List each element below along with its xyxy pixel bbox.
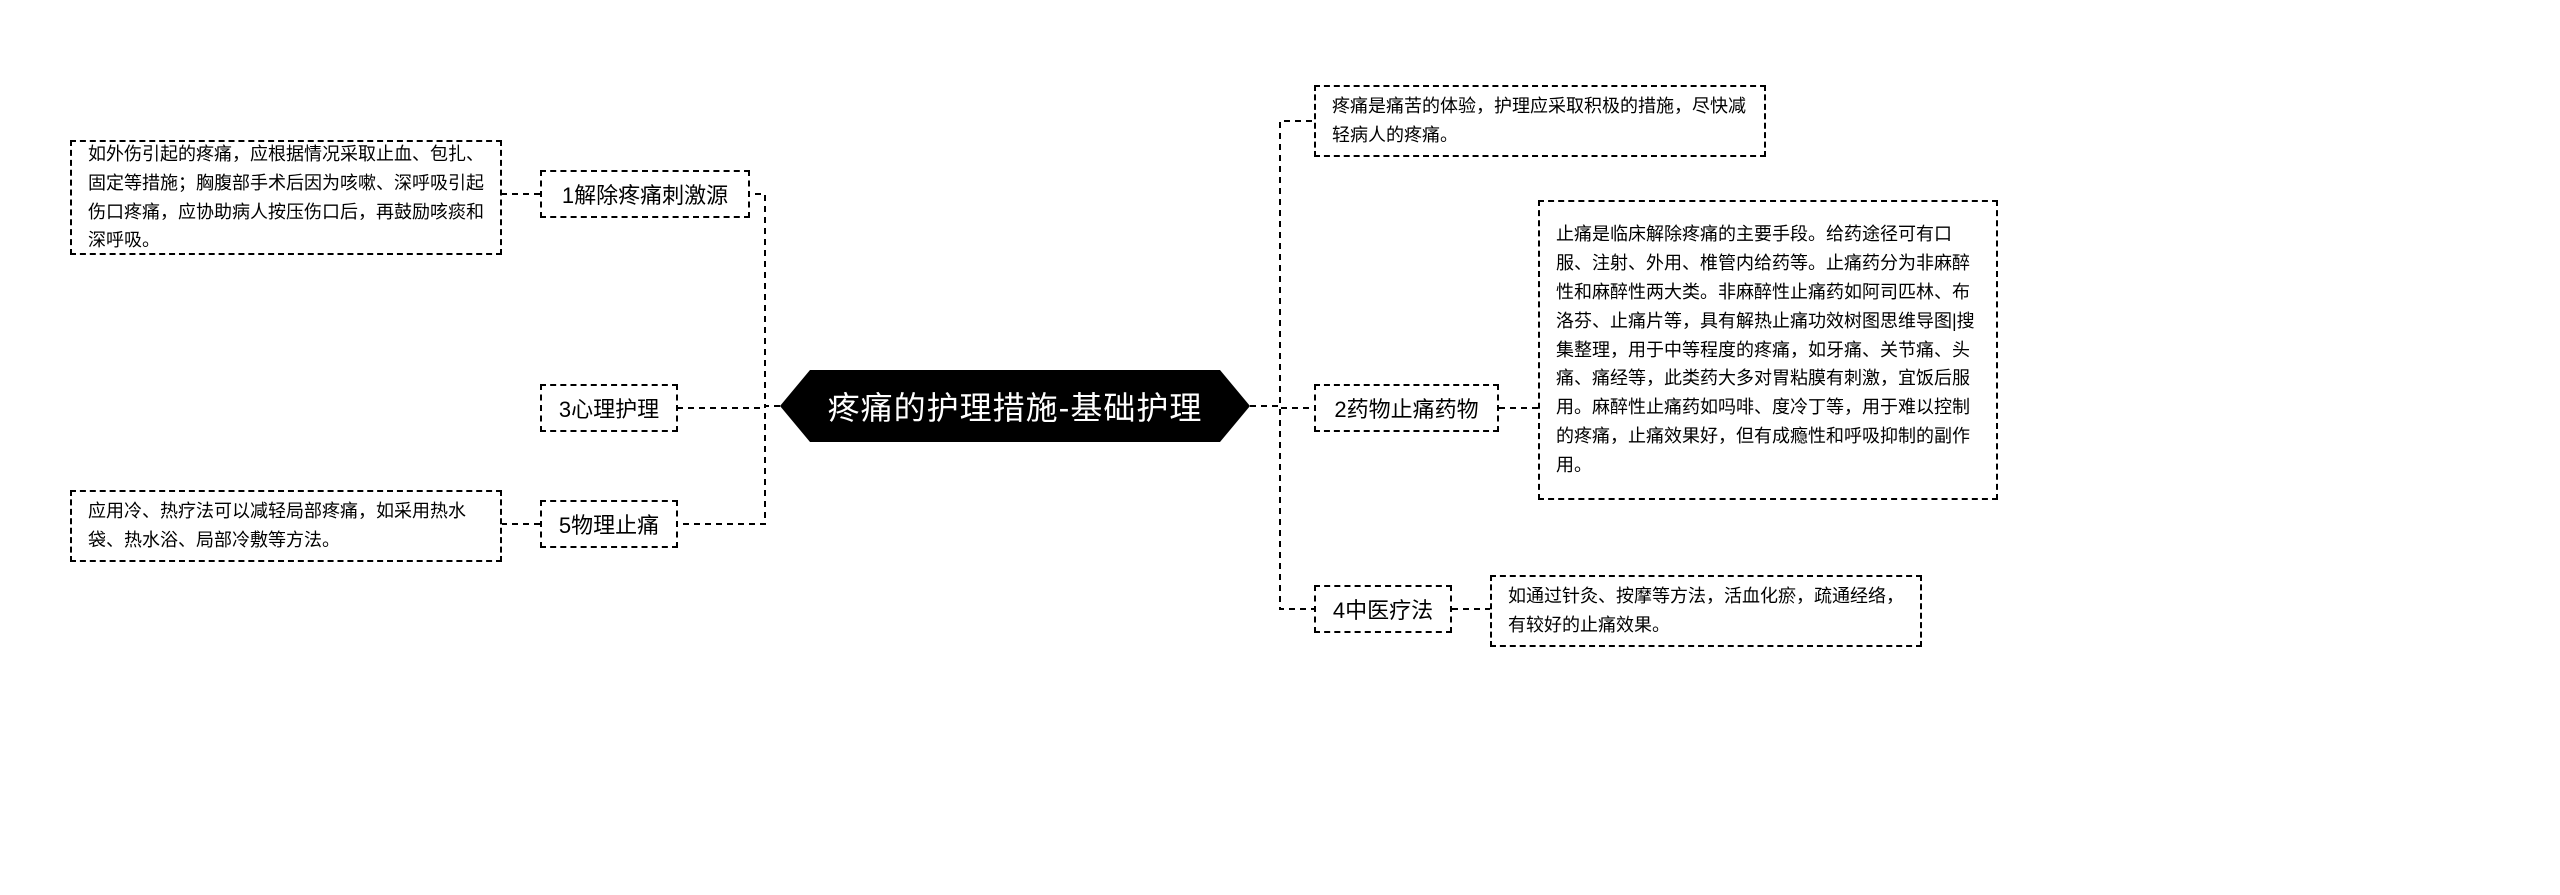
desc-text: 如外伤引起的疼痛，应根据情况采取止血、包扎、固定等措施；胸腹部手术后因为咳嗽、深…	[88, 140, 484, 255]
mindmap-canvas: 疼痛的护理措施-基础护理 疼痛是痛苦的体验，护理应采取积极的措施，尽快减轻病人的…	[0, 0, 2560, 895]
desc-text: 止痛是临床解除疼痛的主要手段。给药途径可有口服、注射、外用、椎管内给药等。止痛药…	[1556, 220, 1980, 479]
desc-b5: 应用冷、热疗法可以减轻局部疼痛，如采用热水袋、热水浴、局部冷敷等方法。	[70, 490, 502, 562]
branch-b1: 1解除疼痛刺激源	[540, 170, 750, 218]
branch-title: 1解除疼痛刺激源	[562, 178, 728, 210]
branch-b4: 4中医疗法	[1314, 585, 1452, 633]
desc-text: 如通过针灸、按摩等方法，活血化瘀，疏通经络，有较好的止痛效果。	[1508, 582, 1904, 640]
desc-b1: 如外伤引起的疼痛，应根据情况采取止血、包扎、固定等措施；胸腹部手术后因为咳嗽、深…	[70, 140, 502, 255]
center-node: 疼痛的护理措施-基础护理	[780, 370, 1250, 442]
branch-title: 5物理止痛	[559, 508, 659, 540]
connector-layer	[0, 0, 2560, 895]
center-text: 疼痛的护理措施-基础护理	[828, 383, 1203, 429]
desc-b4: 如通过针灸、按摩等方法，活血化瘀，疏通经络，有较好的止痛效果。	[1490, 575, 1922, 647]
desc-b2: 止痛是临床解除疼痛的主要手段。给药途径可有口服、注射、外用、椎管内给药等。止痛药…	[1538, 200, 1998, 500]
intro-desc: 疼痛是痛苦的体验，护理应采取积极的措施，尽快减轻病人的疼痛。	[1314, 85, 1766, 157]
branch-b3: 3心理护理	[540, 384, 678, 432]
branch-title: 4中医疗法	[1333, 593, 1433, 625]
branch-title: 2药物止痛药物	[1334, 392, 1478, 424]
intro-text: 疼痛是痛苦的体验，护理应采取积极的措施，尽快减轻病人的疼痛。	[1332, 92, 1748, 150]
branch-b2: 2药物止痛药物	[1314, 384, 1499, 432]
branch-b5: 5物理止痛	[540, 500, 678, 548]
desc-text: 应用冷、热疗法可以减轻局部疼痛，如采用热水袋、热水浴、局部冷敷等方法。	[88, 497, 484, 555]
branch-title: 3心理护理	[559, 392, 659, 424]
